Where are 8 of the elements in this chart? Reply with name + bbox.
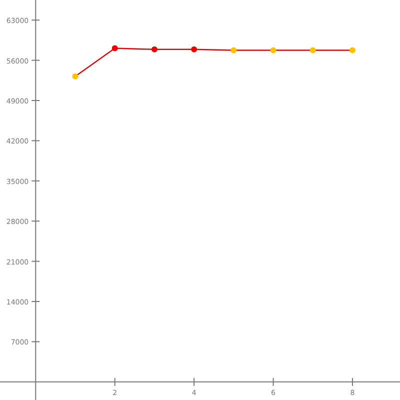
point [151,46,158,52]
point [72,73,78,80]
point [191,46,198,52]
point [310,47,316,54]
point [230,47,237,54]
point [349,47,356,54]
point [270,47,276,54]
point [112,45,118,52]
